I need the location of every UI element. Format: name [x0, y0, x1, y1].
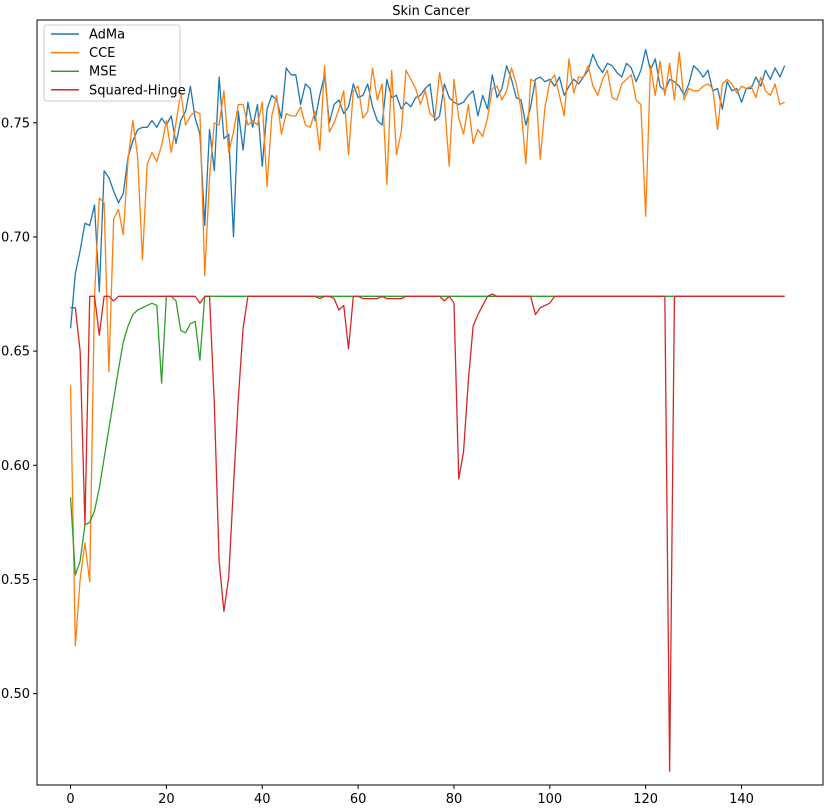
- series-line-cce: [69, 51, 785, 647]
- plot-area: [69, 49, 786, 772]
- legend-box: [43, 24, 181, 102]
- x-tick-label: 140: [729, 792, 754, 807]
- y-tick-label: 0.70: [1, 230, 30, 245]
- y-tick-label: 0.75: [1, 116, 30, 131]
- legend: AdMa CCE MSE Squared-Hinge: [43, 24, 186, 102]
- x-tick-label: 80: [446, 792, 463, 807]
- x-tick-label: 100: [537, 792, 562, 807]
- legend-label: Squared-Hinge: [89, 83, 186, 98]
- x-tick-label: 40: [254, 792, 271, 807]
- x-tick-label: 20: [158, 792, 175, 807]
- y-tick-label: 0.55: [1, 573, 30, 588]
- y-tick-label: 0.50: [1, 687, 30, 702]
- y-tick-label: 0.60: [1, 459, 30, 474]
- legend-label: MSE: [89, 65, 117, 80]
- chart-title: Skin Cancer: [392, 4, 470, 19]
- x-tick-label: 60: [350, 792, 367, 807]
- series-line-squared-hinge: [70, 293, 785, 772]
- x-axis: 0 20 40 60 80 100 120 140: [66, 785, 754, 807]
- x-tick-label: 0: [66, 792, 74, 807]
- y-axis: 0.50 0.55 0.60 0.65 0.70 0.75: [1, 116, 37, 702]
- series-line-mse: [69, 295, 785, 576]
- legend-label: AdMa: [89, 28, 125, 43]
- x-tick-label: 120: [633, 792, 658, 807]
- y-tick-label: 0.65: [1, 345, 30, 360]
- plot-frame: [36, 19, 824, 786]
- legend-label: CCE: [89, 46, 115, 61]
